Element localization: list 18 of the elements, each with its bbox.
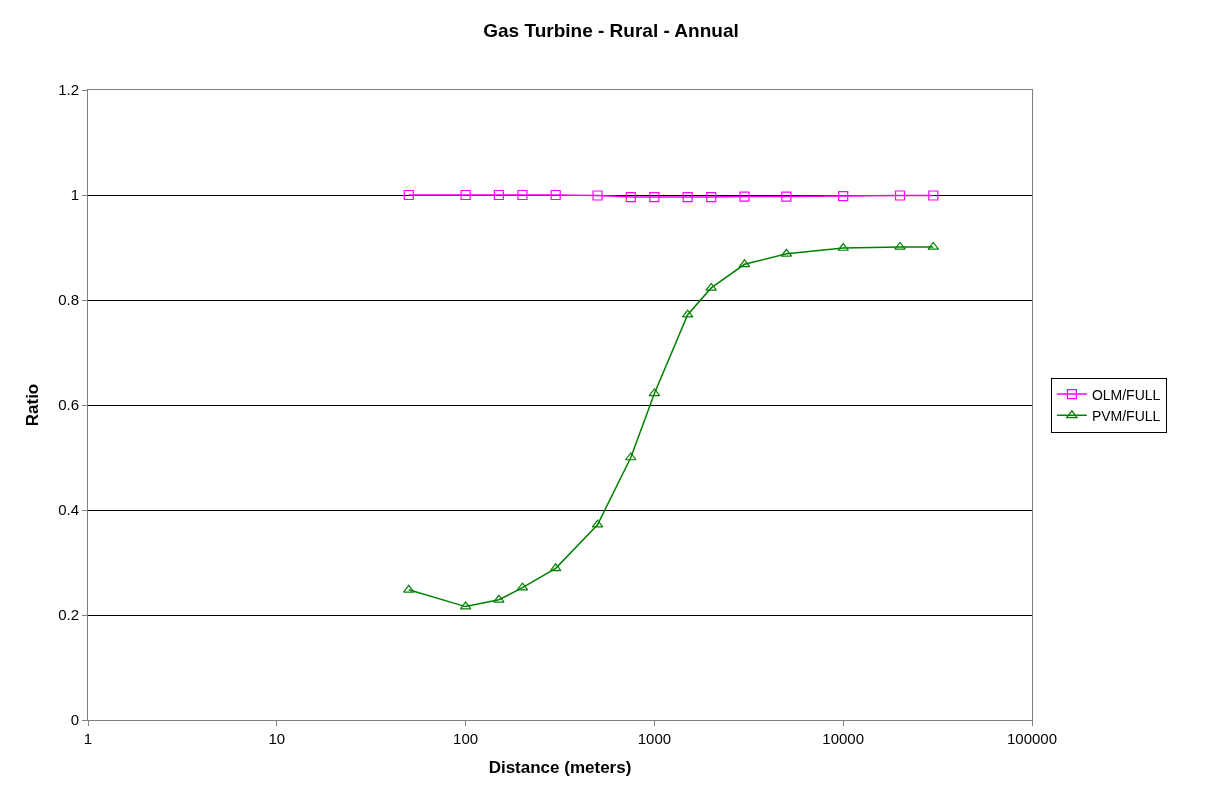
x-tick-label: 10000 (822, 730, 865, 747)
x-tick-label: 100 (453, 730, 479, 747)
x-tick-label: 1000 (637, 730, 672, 747)
y-tick-label: 0.8 (58, 291, 79, 309)
y-axis-title: Ratio (22, 383, 42, 427)
legend-label: OLM/FULL (1091, 386, 1161, 403)
x-tick-label: 10 (268, 730, 286, 747)
y-tick-label: 0 (70, 711, 79, 729)
x-tick-label: 100000 (1006, 730, 1058, 747)
chart-title: Gas Turbine - Rural - Annual (483, 20, 739, 42)
y-tick-label: 0.6 (58, 396, 79, 414)
legend-label: PVM/FULL (1091, 407, 1161, 424)
y-tick-label: 1.2 (58, 81, 79, 99)
x-axis-title: Distance (meters) (488, 758, 632, 778)
x-tick-label: 1 (83, 730, 93, 747)
y-tick-label: 0.4 (58, 501, 79, 519)
y-tick-label: 0.2 (58, 606, 79, 624)
y-tick-label: 1 (70, 186, 79, 204)
